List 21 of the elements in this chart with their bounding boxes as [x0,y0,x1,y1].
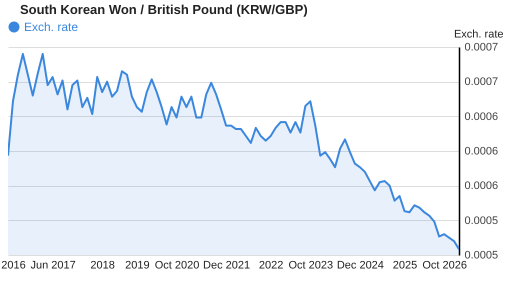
x-tick-label: 2019 [125,260,150,272]
x-tick-label: 2016 [1,260,26,272]
x-tick-label: Dec 2024 [336,260,384,272]
legend-label: Exch. rate [24,20,78,34]
chart-title: South Korean Won / British Pound (KRW/GBP) [20,2,308,17]
y-tick-label: 0.0007 [464,76,498,88]
x-tick-label: 2018 [90,260,115,272]
x-tick-label: 2022 [258,260,284,272]
y-tick-label: 0.0006 [464,110,498,123]
x-tick-label: Oct 2026 [422,260,467,272]
y-tick-label: 0.0005 [464,214,498,227]
y-tick-label: 0.0006 [464,180,498,192]
x-tick-label: Jun 2017 [30,260,76,272]
x-tick-label: Oct 2020 [154,260,200,272]
y-tick-label: 0.0006 [464,146,498,158]
x-tick-label: Dec 2021 [203,260,250,272]
x-tick-label: Oct 2023 [288,260,334,272]
y-axis-title: Exch. rate [454,28,504,40]
y-tick-label: 0.0005 [464,250,498,262]
y-tick-label: 0.0007 [464,42,498,54]
x-tick-label: 2025 [392,260,418,272]
